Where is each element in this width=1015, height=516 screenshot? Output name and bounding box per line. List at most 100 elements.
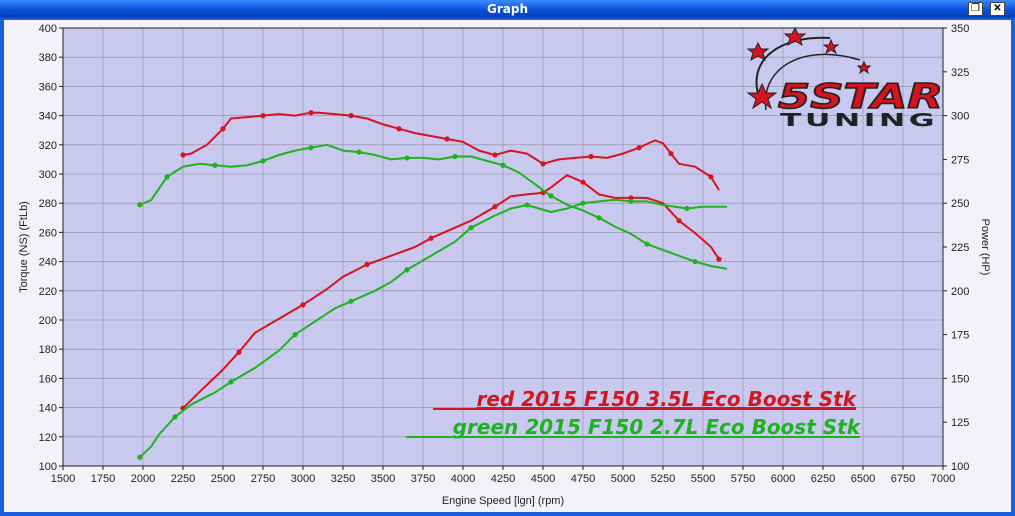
annotation-red-series: red 2015 F150 3.5L Eco Boost Stk [477,387,858,411]
x-axis: 1500 1750 2000 2250 2500 2750 3000 3250 3500 3750… [51,466,955,485]
left-axis: 100 120 140 160 180 200 220 240 260 280 300 320 340 3… [39,23,63,473]
y-tick-label: 140 [39,403,57,415]
x-tick-label: 5750 [731,473,755,485]
x-tick-label: 4500 [531,473,555,485]
y-tick-label: 340 [39,111,57,123]
y2-tick-label: 275 [951,154,969,166]
x-tick-label: 2750 [251,473,275,485]
series-point [708,174,714,180]
y-tick-label: 160 [39,373,57,385]
series-point [644,241,650,247]
series-point [137,454,143,460]
series-point [292,332,298,338]
y-axis-label: Torque (NS) (FtLb) [18,201,30,293]
right-axis: 100 125 150 175 200 225 250 275 300 325 350 [943,23,969,473]
y-tick-label: 200 [39,315,57,327]
series-point [684,205,690,212]
series-point [396,126,402,132]
y2-tick-label: 225 [951,242,969,254]
x-tick-label: 1500 [51,473,75,485]
series-point [404,267,410,273]
x-tick-label: 4750 [571,473,595,485]
series-point [716,256,722,262]
series-point [308,145,314,151]
series-point [596,215,602,221]
series-point [500,162,506,168]
x-tick-label: 3750 [411,473,435,485]
series-point [308,110,314,116]
series-point [468,225,474,231]
series-point [588,153,594,160]
close-icon[interactable]: ✕ [990,2,1005,16]
x-axis-label: Engine Speed [lgn] (rpm) [442,495,564,507]
series-point [260,158,266,164]
series-line-0 [182,111,720,191]
series-point [580,200,586,206]
y-tick-label: 300 [39,169,57,181]
y-tick-label: 380 [39,52,57,64]
series-line-2 [139,143,728,270]
series-point [444,136,450,142]
series-point [668,150,674,157]
series-point [636,145,642,151]
x-tick-label: 6000 [771,473,795,485]
series-point [356,149,362,155]
series-point [428,235,434,241]
x-tick-label: 3000 [291,473,315,485]
series-line-3 [139,198,727,458]
series-point [628,198,634,205]
series-point [548,193,554,199]
title-bar: Graph ❐ ✕ [0,0,1015,18]
series-point [228,379,234,385]
logo-text-5star: 5STAR [778,77,943,117]
series-point [492,152,498,158]
x-tick-label: 7000 [931,473,955,485]
star-icon [783,26,807,47]
x-tick-label: 1750 [91,473,115,485]
y-tick-label: 320 [39,140,57,152]
y-tick-label: 100 [39,461,57,473]
y-tick-label: 280 [39,198,57,210]
x-tick-label: 5500 [691,473,715,485]
y-tick-label: 220 [39,286,57,298]
x-tick-label: 4250 [491,473,515,485]
series-point [524,202,530,208]
chart: 100 120 140 160 180 200 220 240 260 280 300 320 340 3… [4,20,1011,512]
x-tick-label: 5250 [651,473,675,485]
series-point [348,113,354,119]
y2-tick-label: 250 [951,198,969,210]
series-point [137,202,143,208]
star-icon [746,41,770,62]
y-tick-label: 260 [39,227,57,239]
series-point [676,218,682,224]
series-point [404,155,410,161]
series-point [212,162,218,168]
series-point [172,414,178,420]
series-point [580,179,586,185]
series-point [300,302,306,308]
x-tick-label: 5000 [611,473,635,485]
x-tick-label: 6250 [811,473,835,485]
y-tick-label: 120 [39,432,57,444]
series-point [180,152,186,158]
series-point [492,204,498,210]
y-tick-label: 360 [39,81,57,93]
x-tick-label: 4000 [451,473,475,485]
y2-tick-label: 325 [951,67,969,79]
star-icon [822,38,840,55]
x-tick-label: 6750 [891,473,915,485]
series-point [364,261,370,268]
y-tick-label: 400 [39,23,57,35]
series-point [164,174,170,180]
y-tick-label: 180 [39,344,57,356]
series-point [692,259,698,265]
star-icon [856,60,872,75]
star-icon [746,82,778,110]
logo-text-tuning: TUNING [780,110,938,131]
x-tick-label: 3500 [371,473,395,485]
logo: 5STAR TUNING [746,26,944,131]
y2-tick-label: 125 [951,417,969,429]
series-point [452,153,458,160]
series-group [137,110,728,460]
restore-icon[interactable]: ❐ [968,2,983,16]
